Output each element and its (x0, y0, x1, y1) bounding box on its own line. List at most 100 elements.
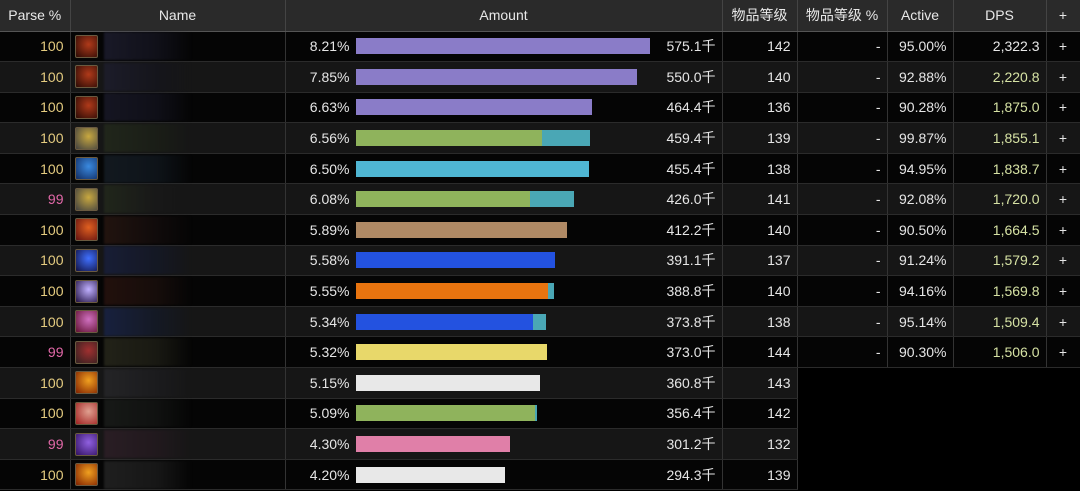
active-percent (887, 398, 954, 430)
header-active[interactable]: Active (887, 0, 954, 32)
player-name-cell[interactable] (70, 122, 286, 154)
amount-value: 391.1千 (666, 252, 716, 269)
item-level: 142 (722, 31, 798, 63)
table-row[interactable]: 100 5.15% 360.8千 143 (0, 367, 1080, 399)
player-name-cell[interactable] (70, 398, 286, 430)
expand-row-button[interactable]: + (1046, 122, 1080, 154)
header-parse[interactable]: Parse % (0, 0, 71, 32)
item-level-percent: - (797, 61, 888, 93)
blurred-player-name (103, 277, 192, 306)
table-row[interactable]: 100 6.50% 455.4千 138-94.95% 1,838.7 + (0, 153, 1080, 185)
blurred-player-name (103, 246, 192, 275)
expand-row-button[interactable]: + (1046, 275, 1080, 307)
table-row[interactable]: 100 5.89% 412.2千 140-90.50% 1,664.5 + (0, 214, 1080, 246)
player-name-cell[interactable] (70, 61, 286, 93)
item-level-percent (797, 428, 888, 460)
table-row[interactable]: 99 5.32% 373.0千 144-90.30% 1,506.0 + (0, 336, 1080, 369)
expand-row-button[interactable] (1046, 428, 1080, 460)
amount-value: 455.4千 (666, 160, 716, 177)
spec-icon (74, 371, 98, 395)
amount-bar-segment (355, 221, 567, 238)
amount-percent: 8.21% (309, 38, 350, 55)
table-row[interactable]: 100 6.63% 464.4千 136-90.28% 1,875.0 + (0, 92, 1080, 124)
player-name-cell[interactable] (70, 31, 286, 63)
amount-percent: 6.08% (309, 191, 350, 208)
expand-row-button[interactable]: + (1046, 306, 1080, 338)
amount-cell: 5.55% 388.8千 (285, 275, 723, 307)
player-name-cell[interactable] (70, 214, 286, 246)
amount-cell: 6.56% 459.4千 (285, 122, 723, 154)
expand-row-button[interactable]: + (1046, 61, 1080, 93)
blurred-player-name (103, 185, 192, 214)
amount-bar-segment (355, 313, 534, 330)
table-row[interactable]: 100 8.21% 575.1千 142-95.00% 2,322.3 + (0, 31, 1080, 63)
amount-value: 550.0千 (666, 68, 716, 85)
header-name[interactable]: Name (70, 0, 286, 32)
amount-bar-segment (542, 130, 591, 147)
amount-percent: 4.20% (309, 466, 350, 483)
amount-bar (355, 283, 656, 300)
player-name-cell[interactable] (70, 153, 286, 185)
table-row[interactable]: 100 4.20% 294.3千 139 (0, 459, 1080, 491)
amount-bar-segment (548, 283, 555, 300)
table-row[interactable]: 100 7.85% 550.0千 140-92.88% 2,220.8 + (0, 61, 1080, 93)
spec-icon (74, 157, 98, 181)
header-item-level[interactable]: 物品等级 (722, 0, 798, 32)
amount-bar (355, 221, 656, 238)
player-name-cell[interactable] (70, 459, 286, 491)
amount-percent: 5.15% (309, 374, 350, 391)
expand-row-button[interactable]: + (1046, 31, 1080, 63)
active-percent (887, 428, 954, 460)
dps-value: 2,220.8 (953, 61, 1047, 93)
expand-row-button[interactable] (1046, 398, 1080, 430)
spec-icon (74, 401, 98, 425)
dps-value: 1,569.8 (953, 275, 1047, 307)
item-level: 140 (722, 214, 798, 246)
player-name-cell[interactable] (70, 92, 286, 124)
item-level: 136 (722, 92, 798, 124)
expand-row-button[interactable]: + (1046, 214, 1080, 246)
amount-value: 360.8千 (666, 374, 716, 391)
table-row[interactable]: 99 6.08% 426.0千 141-92.08% 1,720.0 + (0, 183, 1080, 216)
amount-value: 373.0千 (666, 344, 716, 361)
expand-row-button[interactable] (1046, 367, 1080, 399)
add-column-button[interactable]: + (1046, 0, 1080, 32)
spec-icon (74, 279, 98, 303)
player-name-cell[interactable] (70, 183, 286, 216)
header-dps[interactable]: DPS (953, 0, 1047, 32)
parse-value: 100 (0, 31, 71, 63)
expand-row-button[interactable]: + (1046, 245, 1080, 277)
active-percent: 94.95% (887, 153, 954, 185)
expand-row-button[interactable]: + (1046, 183, 1080, 216)
expand-row-button[interactable]: + (1046, 153, 1080, 185)
amount-bar-segment (533, 313, 547, 330)
amount-percent: 5.34% (309, 313, 350, 330)
expand-row-button[interactable]: + (1046, 92, 1080, 124)
header-item-level-pct[interactable]: 物品等级 % (797, 0, 888, 32)
table-row[interactable]: 100 5.34% 373.8千 138-95.14% 1,509.4 + (0, 306, 1080, 338)
expand-row-button[interactable]: + (1046, 336, 1080, 369)
player-name-cell[interactable] (70, 275, 286, 307)
active-percent: 95.14% (887, 306, 954, 338)
amount-value: 575.1千 (666, 38, 716, 55)
header-amount[interactable]: Amount (285, 0, 723, 32)
table-row[interactable]: 99 4.30% 301.2千 132 (0, 428, 1080, 460)
spec-icon (74, 34, 98, 58)
table-row[interactable]: 100 6.56% 459.4千 139-99.87% 1,855.1 + (0, 122, 1080, 154)
amount-bar-segment (355, 436, 510, 453)
player-name-cell[interactable] (70, 336, 286, 369)
blurred-player-name (103, 307, 192, 336)
player-name-cell[interactable] (70, 428, 286, 460)
table-row[interactable]: 100 5.58% 391.1千 137-91.24% 1,579.2 + (0, 245, 1080, 277)
dps-value: 1,838.7 (953, 153, 1047, 185)
table-row[interactable]: 100 5.55% 388.8千 140-94.16% 1,569.8 + (0, 275, 1080, 307)
player-name-cell[interactable] (70, 306, 286, 338)
amount-cell: 5.34% 373.8千 (285, 306, 723, 338)
player-name-cell[interactable] (70, 367, 286, 399)
amount-bar-segment (529, 191, 574, 208)
player-name-cell[interactable] (70, 245, 286, 277)
item-level: 132 (722, 428, 798, 460)
amount-bar-segment (355, 68, 637, 85)
expand-row-button[interactable] (1046, 459, 1080, 491)
table-row[interactable]: 100 5.09% 356.4千 142 (0, 398, 1080, 430)
